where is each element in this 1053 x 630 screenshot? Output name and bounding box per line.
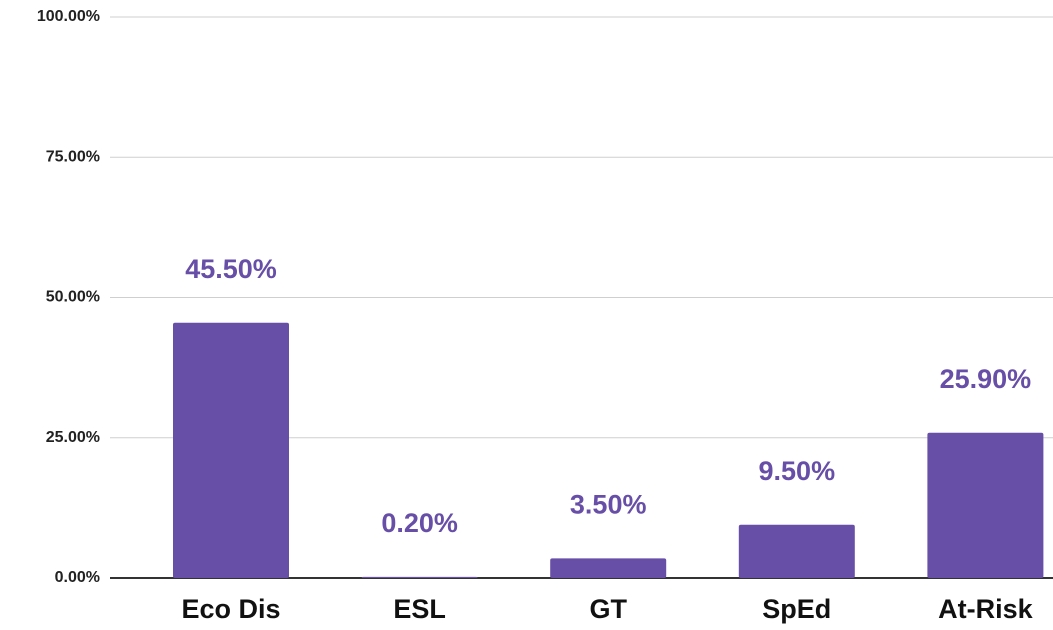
y-tick-label: 75.00%: [46, 148, 100, 165]
x-tick-label: At-Risk: [938, 594, 1033, 624]
value-label: 3.50%: [570, 489, 647, 519]
y-tick-label: 0.00%: [55, 569, 100, 586]
y-tick-label: 25.00%: [46, 429, 100, 446]
value-label: 0.20%: [381, 508, 458, 538]
value-label: 9.50%: [759, 456, 836, 486]
x-tick-label: SpEd: [762, 594, 831, 624]
x-tick-label: GT: [589, 594, 627, 624]
x-tick-label: Eco Dis: [181, 594, 280, 624]
bar: [927, 432, 1044, 578]
bar: [738, 524, 855, 578]
y-tick-label: 100.00%: [37, 8, 100, 25]
bar: [361, 576, 478, 578]
bar: [550, 558, 667, 578]
x-tick-label: ESL: [393, 594, 446, 624]
value-label: 25.90%: [940, 364, 1032, 394]
y-tick-label: 50.00%: [46, 289, 100, 306]
value-label: 45.50%: [185, 254, 277, 284]
bar: [173, 322, 289, 578]
